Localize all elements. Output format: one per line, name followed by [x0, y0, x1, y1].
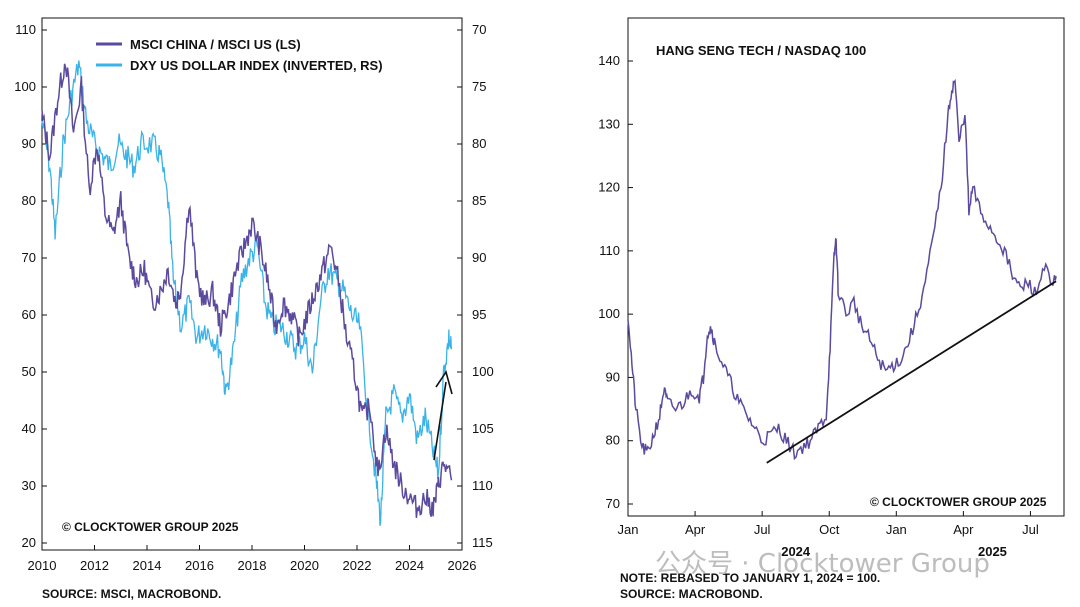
- left-ytick-label: 110: [15, 22, 36, 37]
- right-axis-tick-label: 100: [472, 364, 494, 379]
- left-xtick-label: 2026: [448, 558, 477, 573]
- left-ytick-label: 30: [22, 478, 36, 493]
- left-xtick-label: 2012: [80, 558, 109, 573]
- left-ytick-label: 70: [22, 250, 36, 265]
- left-ytick-label: 80: [22, 193, 36, 208]
- right-ytick-label: 120: [598, 180, 620, 195]
- left-chart: 20 30 40 50 60 70 80 90 100 110 70 75 80 85 90 95 100 105…: [14, 17, 494, 601]
- left-xtick-label: 2022: [343, 558, 372, 573]
- right-year-label: 2025: [978, 544, 1007, 559]
- right-axis-tick-label: 105: [472, 421, 494, 436]
- left-legend-2: DXY US DOLLAR INDEX (INVERTED, RS): [130, 58, 383, 73]
- right-ytick-label: 140: [598, 53, 620, 68]
- left-legend-1: MSCI CHINA / MSCI US (LS): [130, 37, 301, 52]
- right-copyright: © CLOCKTOWER GROUP 2025: [870, 495, 1047, 509]
- left-ytick-label: 90: [22, 136, 36, 151]
- right-chart: 70 80 90 100 110 120 130 140 Jan Apr Jul Oct Jan Apr J…: [598, 17, 1065, 601]
- right-ytick-label: 110: [599, 243, 620, 258]
- trendline: [766, 280, 1057, 464]
- left-xtick-label: 2010: [28, 558, 57, 573]
- right-ytick-label: 130: [598, 116, 620, 131]
- up-arrow: [433, 370, 453, 461]
- left-source: SOURCE: MSCI, MACROBOND.: [42, 587, 221, 601]
- series-line-hstech-ndx: [627, 78, 1057, 461]
- right-axis-tick-label: 90: [472, 250, 486, 265]
- right-xtick-label: Apr: [953, 522, 974, 537]
- right-axis-tick-label: 95: [472, 307, 486, 322]
- right-ytick-label: 80: [606, 433, 620, 448]
- series-line-msci-china-us: [41, 63, 453, 518]
- left-xtick-label: 2014: [133, 558, 162, 573]
- right-year-label: 2024: [781, 544, 811, 559]
- left-ytick-label: 20: [22, 535, 36, 550]
- right-axis-tick-label: 115: [472, 535, 493, 550]
- right-xtick-label: Oct: [819, 522, 840, 537]
- right-note: NOTE: REBASED TO JANUARY 1, 2024 = 100.: [620, 571, 880, 585]
- watermark: 公众号 · Clocktower Group: [655, 549, 990, 579]
- left-ytick-label: 60: [22, 307, 36, 322]
- left-ytick-label: 50: [22, 364, 36, 379]
- right-ytick-label: 100: [598, 306, 620, 321]
- right-axis-tick-label: 110: [472, 478, 493, 493]
- left-xtick-label: 2016: [185, 558, 214, 573]
- right-xtick-label: Jan: [618, 522, 639, 537]
- right-axis-tick-label: 85: [472, 193, 486, 208]
- left-xtick-label: 2018: [238, 558, 267, 573]
- right-xtick-label: Jan: [886, 522, 907, 537]
- left-xtick-label: 2020: [290, 558, 319, 573]
- left-ytick-label: 100: [14, 79, 36, 94]
- series-line-dxy: [41, 60, 453, 526]
- right-axis-tick-label: 70: [472, 22, 486, 37]
- right-axis-tick-label: 80: [472, 136, 486, 151]
- right-chart-title: HANG SENG TECH / NASDAQ 100: [656, 43, 866, 58]
- right-ytick-label: 90: [606, 369, 620, 384]
- right-axis-tick-label: 75: [472, 79, 486, 94]
- right-xtick-label: Jul: [1022, 522, 1039, 537]
- left-xtick-label: 2024: [395, 558, 424, 573]
- left-ytick-label: 40: [22, 421, 36, 436]
- right-xtick-label: Jul: [754, 522, 771, 537]
- right-chart-frame: [627, 17, 1065, 517]
- left-chart-frame: [41, 17, 463, 551]
- left-copyright: © CLOCKTOWER GROUP 2025: [62, 520, 239, 534]
- right-xtick-label: Apr: [685, 522, 706, 537]
- right-source: SOURCE: MACROBOND.: [620, 587, 763, 601]
- right-ytick-label: 70: [606, 496, 620, 511]
